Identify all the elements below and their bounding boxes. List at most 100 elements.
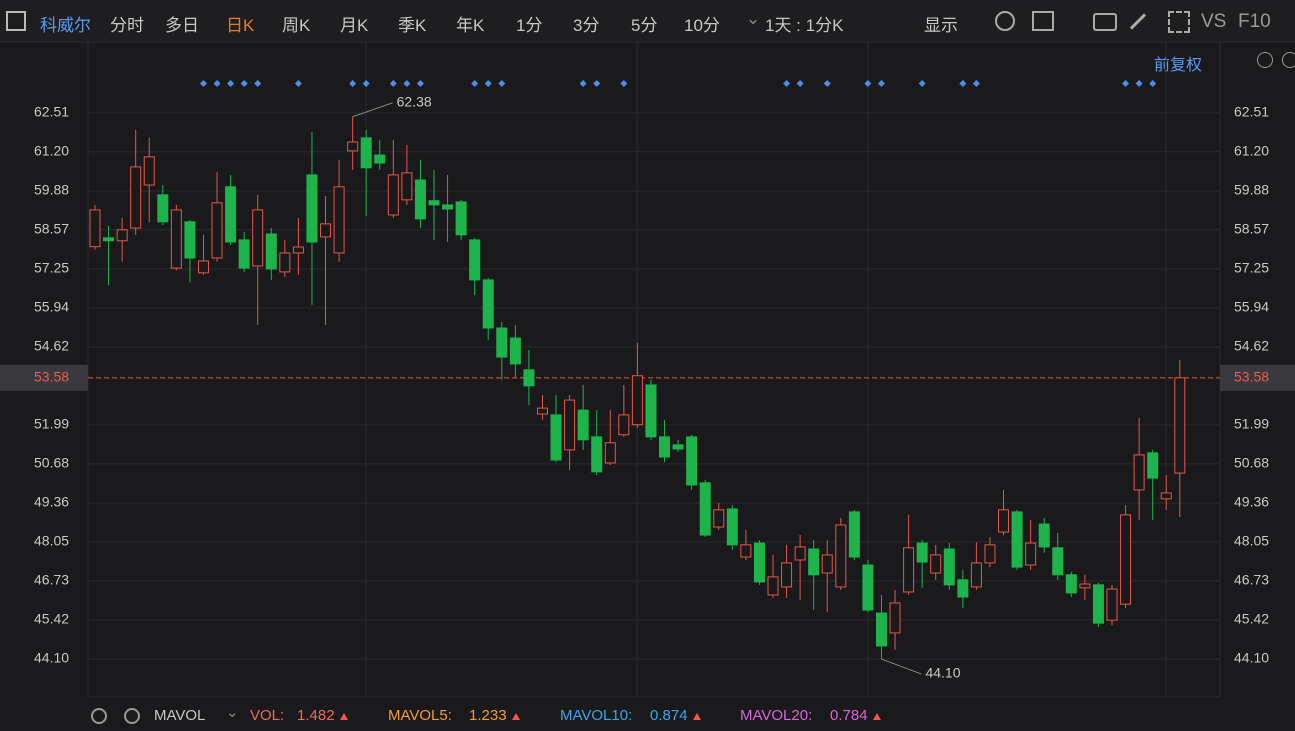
candle-body bbox=[482, 279, 494, 329]
candle-body bbox=[103, 237, 115, 242]
candle-body bbox=[686, 436, 698, 486]
y-tick-label: 55.94 bbox=[34, 299, 69, 315]
period-select[interactable]: 1天 : 1分K bbox=[765, 16, 844, 35]
candle-body bbox=[645, 384, 657, 438]
candle-body bbox=[713, 509, 725, 528]
y-tick-label: 62.51 bbox=[34, 104, 69, 120]
chevron[interactable]: ⌄ bbox=[226, 704, 239, 721]
tab[interactable]: 周K bbox=[282, 16, 311, 35]
camera-icon[interactable] bbox=[1093, 13, 1117, 31]
y-tick-label: 45.42 bbox=[1234, 611, 1269, 627]
indicator-label: MAVOL20: bbox=[740, 707, 813, 724]
y-tick-label: 57.25 bbox=[1234, 260, 1269, 276]
tab[interactable]: 1分 bbox=[516, 16, 543, 35]
y-tick-label: 54.62 bbox=[1234, 338, 1269, 354]
y-tick-label: 57.25 bbox=[34, 260, 69, 276]
tab[interactable]: 年K bbox=[456, 16, 485, 35]
candle-body bbox=[1079, 583, 1091, 589]
event-marker bbox=[213, 80, 221, 87]
event-marker bbox=[240, 80, 248, 87]
shape-icon[interactable] bbox=[1032, 11, 1054, 31]
y-tick-label: 46.73 bbox=[34, 572, 69, 588]
event-marker bbox=[416, 80, 424, 87]
indicator-value: 0.874 bbox=[650, 707, 701, 724]
candle-body bbox=[604, 442, 616, 464]
indicator-value: 0.784 bbox=[830, 707, 881, 724]
candle-body bbox=[116, 229, 128, 242]
candle-body bbox=[998, 509, 1010, 533]
event-marker bbox=[620, 80, 628, 87]
y-tick-label: 59.88 bbox=[1234, 182, 1269, 198]
candle-body bbox=[265, 233, 277, 270]
candle-body bbox=[455, 201, 467, 236]
candle-body bbox=[916, 542, 928, 563]
candle-body bbox=[957, 579, 969, 598]
indicator-value: 1.233 bbox=[469, 707, 520, 724]
candle-body bbox=[943, 548, 955, 586]
y-tick-label: 49.36 bbox=[1234, 494, 1269, 510]
candle-body bbox=[1147, 452, 1159, 479]
chevron[interactable]: ⌄ bbox=[746, 9, 761, 28]
candle-body bbox=[659, 436, 671, 458]
event-marker bbox=[823, 80, 831, 87]
event-marker bbox=[796, 80, 804, 87]
candle-body bbox=[862, 564, 874, 611]
candle-body bbox=[428, 200, 440, 206]
up-arrow bbox=[511, 713, 520, 720]
event-marker bbox=[471, 80, 479, 87]
f10-button[interactable]: F10 bbox=[1238, 11, 1271, 32]
indicator-label: VOL: bbox=[250, 707, 285, 724]
y-tick-label: 44.10 bbox=[1234, 650, 1269, 666]
y-tick-label: 48.05 bbox=[1234, 533, 1269, 549]
settings-icon[interactable] bbox=[995, 11, 1015, 31]
candle-body bbox=[347, 141, 359, 152]
last-price-label: 53.58 bbox=[1234, 369, 1269, 385]
tab[interactable]: 月K bbox=[340, 16, 369, 35]
candle-body bbox=[970, 562, 982, 588]
y-tick-label: 54.62 bbox=[34, 338, 69, 354]
settings-icon[interactable] bbox=[91, 708, 107, 724]
tab[interactable]: 日K bbox=[226, 16, 255, 35]
candle-body bbox=[726, 508, 738, 546]
event-marker bbox=[959, 80, 967, 87]
candle-body bbox=[767, 576, 779, 596]
stock-name[interactable]: 科威尔 bbox=[40, 16, 91, 35]
y-tick-label: 48.05 bbox=[34, 533, 69, 549]
tab[interactable]: 分时 bbox=[110, 16, 144, 35]
expand-icon[interactable] bbox=[1168, 11, 1190, 33]
annotation-leader bbox=[881, 658, 922, 675]
candle-body bbox=[442, 204, 454, 210]
close-icon[interactable] bbox=[124, 708, 140, 724]
display-menu[interactable]: 显示 bbox=[924, 16, 958, 35]
candle-body bbox=[143, 156, 155, 186]
tab[interactable]: 季K bbox=[398, 16, 427, 35]
candle-body bbox=[306, 174, 318, 243]
y-tick-label: 44.10 bbox=[34, 650, 69, 666]
zoom-in[interactable] bbox=[1282, 52, 1295, 68]
up-arrow bbox=[692, 713, 701, 720]
vs-button[interactable]: VS bbox=[1201, 11, 1227, 32]
y-tick-label: 55.94 bbox=[1234, 299, 1269, 315]
tab[interactable]: 多日 bbox=[165, 16, 199, 35]
candle-body bbox=[414, 179, 426, 220]
event-marker bbox=[498, 80, 506, 87]
candle-body bbox=[889, 602, 901, 634]
candle-body bbox=[1052, 547, 1064, 576]
event-marker bbox=[403, 80, 411, 87]
candle-body bbox=[848, 511, 860, 558]
y-tick-label: 50.68 bbox=[1234, 455, 1269, 471]
candle-body bbox=[130, 166, 142, 229]
tab[interactable]: 3分 bbox=[573, 16, 600, 35]
zoom-out[interactable] bbox=[1257, 52, 1273, 68]
menu-icon[interactable] bbox=[6, 11, 26, 31]
candle-body bbox=[238, 239, 250, 269]
candle-body bbox=[903, 547, 915, 593]
tab[interactable]: 10分 bbox=[684, 16, 720, 35]
candle-body bbox=[211, 202, 223, 259]
tab[interactable]: 5分 bbox=[631, 16, 658, 35]
last-price-label: 53.58 bbox=[34, 369, 69, 385]
candle-body bbox=[1025, 542, 1037, 566]
candle-body bbox=[740, 544, 752, 558]
indicator-name[interactable]: MAVOL bbox=[154, 707, 206, 724]
candle-body bbox=[618, 414, 630, 436]
